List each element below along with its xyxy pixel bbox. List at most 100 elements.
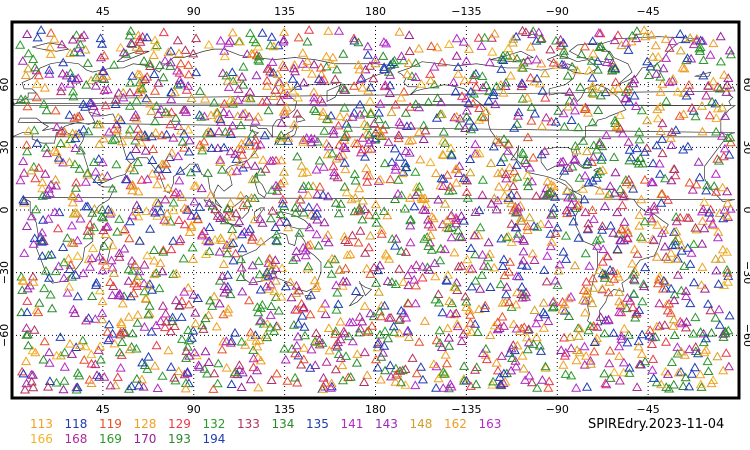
observation-marker (75, 47, 86, 57)
observation-marker (98, 212, 109, 222)
observation-marker (29, 125, 40, 135)
observation-marker (420, 125, 431, 135)
observation-marker (311, 208, 323, 218)
observation-marker (323, 259, 334, 268)
observation-marker (696, 101, 708, 110)
observation-marker (431, 361, 442, 371)
observation-marker (345, 372, 356, 381)
observation-marker (657, 228, 668, 237)
observation-marker (646, 339, 658, 348)
observation-marker (571, 145, 582, 155)
observation-marker (594, 42, 605, 51)
observation-marker (672, 270, 684, 279)
observation-marker (143, 280, 154, 290)
observation-marker (303, 190, 314, 199)
observation-marker (135, 82, 146, 92)
observation-marker (637, 329, 648, 339)
observation-marker (475, 284, 486, 293)
observation-marker (599, 201, 611, 210)
observation-marker (439, 244, 450, 254)
observation-marker (489, 193, 500, 203)
observation-marker (106, 255, 117, 265)
observation-marker (55, 138, 66, 147)
observation-marker (363, 242, 374, 252)
observation-marker (636, 105, 647, 115)
observation-marker (371, 278, 382, 287)
observation-marker (370, 199, 381, 209)
observation-marker (160, 308, 171, 318)
observation-marker (496, 64, 507, 73)
observation-marker (179, 286, 190, 296)
observation-marker (37, 191, 48, 200)
observation-marker (329, 167, 340, 176)
observation-marker (568, 155, 580, 164)
observation-marker (270, 222, 281, 231)
observation-marker (542, 251, 553, 260)
observation-marker (244, 224, 255, 233)
observation-marker (286, 292, 297, 302)
observation-marker (545, 44, 556, 54)
observation-marker (675, 29, 686, 38)
observation-marker (124, 163, 136, 172)
observation-marker (446, 298, 458, 308)
observation-marker (118, 92, 129, 102)
observation-marker (197, 320, 208, 330)
observation-marker (84, 262, 96, 271)
observation-marker (376, 311, 387, 321)
observation-marker (535, 219, 546, 228)
observation-marker (97, 172, 108, 181)
observation-marker (123, 276, 134, 285)
observation-marker (437, 307, 448, 317)
observation-marker (203, 126, 214, 136)
observation-marker (580, 207, 591, 217)
legend-entry-128: 128 (133, 417, 157, 431)
observation-marker (247, 174, 258, 184)
bottom-longitude-label: 180 (365, 403, 386, 416)
observation-marker (640, 31, 651, 41)
observation-marker (515, 200, 526, 210)
observation-marker (139, 259, 150, 269)
observation-marker (690, 342, 701, 351)
observation-marker (466, 327, 477, 336)
observation-marker (597, 141, 608, 151)
observation-marker (425, 75, 436, 85)
observation-marker (364, 210, 375, 219)
observation-marker (160, 55, 171, 65)
observation-marker (105, 277, 116, 286)
observation-marker (165, 57, 176, 67)
observation-marker (331, 280, 342, 290)
observation-marker (348, 33, 360, 43)
observation-marker (76, 32, 87, 42)
observation-marker (502, 146, 514, 155)
observation-marker (272, 321, 283, 331)
observation-marker (26, 369, 37, 379)
observation-marker (175, 58, 186, 68)
observation-marker (365, 269, 376, 278)
observation-marker (654, 158, 665, 168)
observation-marker (703, 366, 714, 375)
observation-marker (360, 64, 371, 74)
observation-marker (18, 194, 29, 204)
coastline-segment (348, 295, 365, 307)
observation-marker (648, 373, 659, 382)
observation-marker (410, 58, 421, 67)
observation-marker (142, 174, 153, 184)
observation-marker (678, 144, 689, 154)
observation-marker (473, 33, 484, 42)
observation-marker (568, 97, 579, 106)
observation-marker (624, 96, 635, 106)
observation-marker (677, 62, 688, 72)
observation-marker (634, 220, 645, 230)
observation-marker (69, 159, 80, 169)
observation-marker (311, 229, 322, 239)
observation-marker (628, 288, 639, 298)
observation-marker (126, 38, 137, 47)
observation-marker (668, 379, 679, 389)
observation-marker (468, 74, 479, 84)
observation-marker (151, 268, 162, 277)
observation-marker (201, 235, 212, 245)
observation-marker (563, 293, 574, 303)
observation-marker (254, 269, 265, 279)
observation-marker (543, 219, 554, 228)
observation-marker (265, 156, 276, 165)
